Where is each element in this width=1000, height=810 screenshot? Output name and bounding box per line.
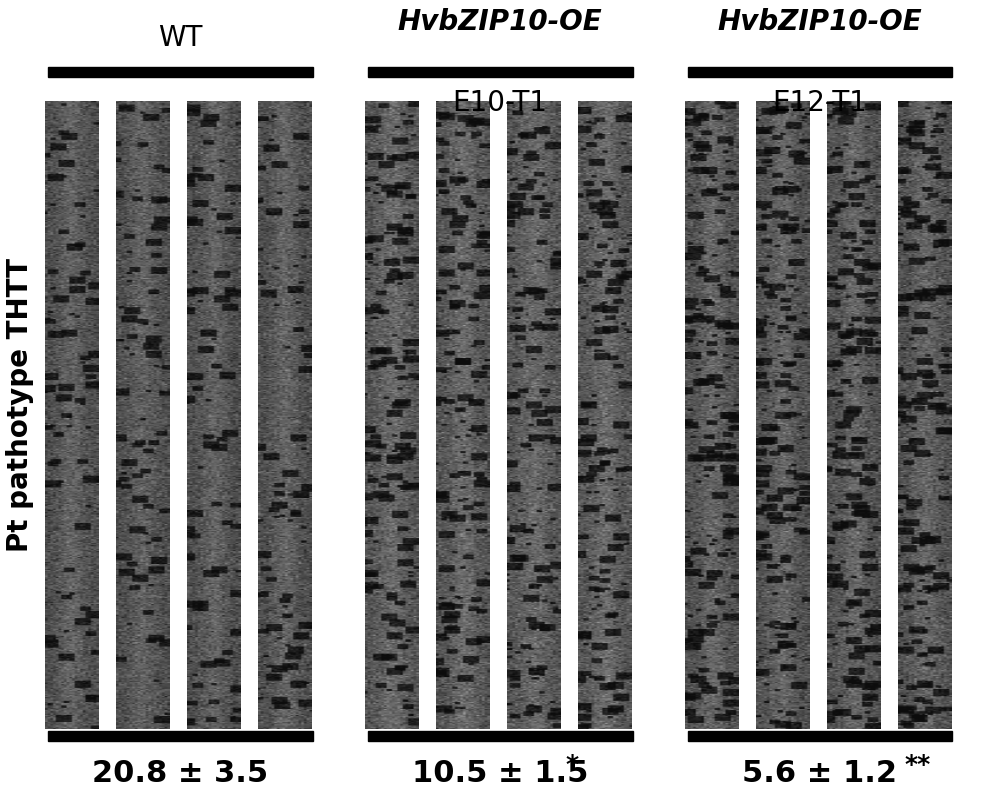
- Text: WT: WT: [158, 24, 202, 53]
- FancyBboxPatch shape: [368, 67, 633, 77]
- Text: **: **: [905, 753, 931, 778]
- FancyBboxPatch shape: [688, 731, 952, 741]
- FancyBboxPatch shape: [48, 731, 312, 741]
- Text: HvbZIP10-OE: HvbZIP10-OE: [398, 8, 602, 36]
- Text: 10.5 ± 1.5: 10.5 ± 1.5: [412, 759, 588, 788]
- Text: E10-T1: E10-T1: [452, 89, 548, 117]
- FancyBboxPatch shape: [48, 67, 312, 77]
- FancyBboxPatch shape: [688, 67, 952, 77]
- Text: E12-T1: E12-T1: [773, 89, 867, 117]
- Text: Pt pathotype THTT: Pt pathotype THTT: [6, 258, 34, 552]
- Text: 5.6 ± 1.2: 5.6 ± 1.2: [742, 759, 898, 788]
- Text: HvbZIP10-OE: HvbZIP10-OE: [718, 8, 922, 36]
- Text: *: *: [565, 753, 578, 778]
- FancyBboxPatch shape: [368, 731, 633, 741]
- Text: 20.8 ± 3.5: 20.8 ± 3.5: [92, 759, 268, 788]
